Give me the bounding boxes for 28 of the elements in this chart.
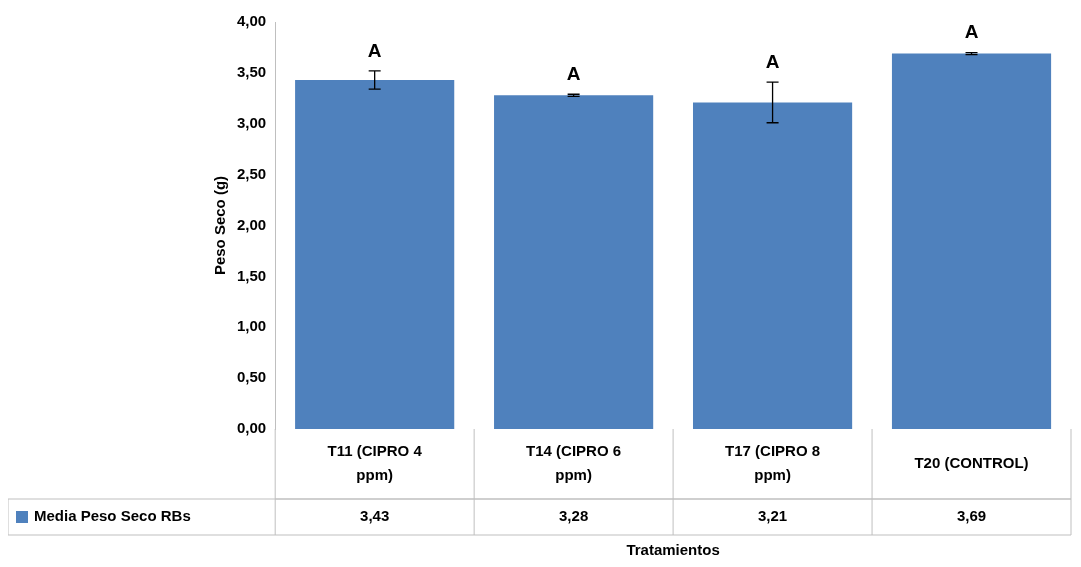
x-tick-label: T11 (CIPRO 4 ppm) [327, 442, 423, 484]
y-tick-label: 1,00 [236, 317, 267, 335]
data-label: 3,43 [360, 507, 390, 525]
y-tick-label: 4,00 [236, 12, 267, 30]
y-tick-label: 1,50 [236, 266, 267, 284]
bar [295, 80, 455, 429]
y-tick-label: 0,50 [236, 368, 267, 386]
bar [494, 95, 654, 429]
y-tick-label: 3,00 [236, 113, 267, 131]
y-tick-label: 2,50 [236, 164, 267, 182]
x-tick-label: T14 (CIPRO 6 ppm) [526, 442, 622, 484]
data-label: 3,69 [956, 507, 987, 525]
annotation: A [367, 39, 382, 61]
y-tick-label: 0,00 [236, 419, 267, 437]
x-tick-label: T17 (CIPRO 8 ppm) [725, 442, 821, 484]
y-tick-label: 2,00 [236, 215, 267, 233]
data-label: 3,28 [559, 507, 589, 525]
x-tick-label: T20 (CONTROL) [914, 454, 1029, 472]
legend-label: Media Peso Seco RBs [34, 507, 191, 525]
x-axis-title: Tratamientos [626, 541, 720, 559]
annotation: A [964, 21, 979, 43]
annotation: A [765, 50, 780, 72]
y-tick-label: 3,50 [236, 63, 267, 81]
bar [891, 53, 1052, 429]
bar [692, 102, 853, 429]
data-label: 3,21 [757, 507, 788, 525]
annotation: A [566, 62, 581, 84]
y-axis-title: Peso Seco (g) [211, 175, 229, 276]
